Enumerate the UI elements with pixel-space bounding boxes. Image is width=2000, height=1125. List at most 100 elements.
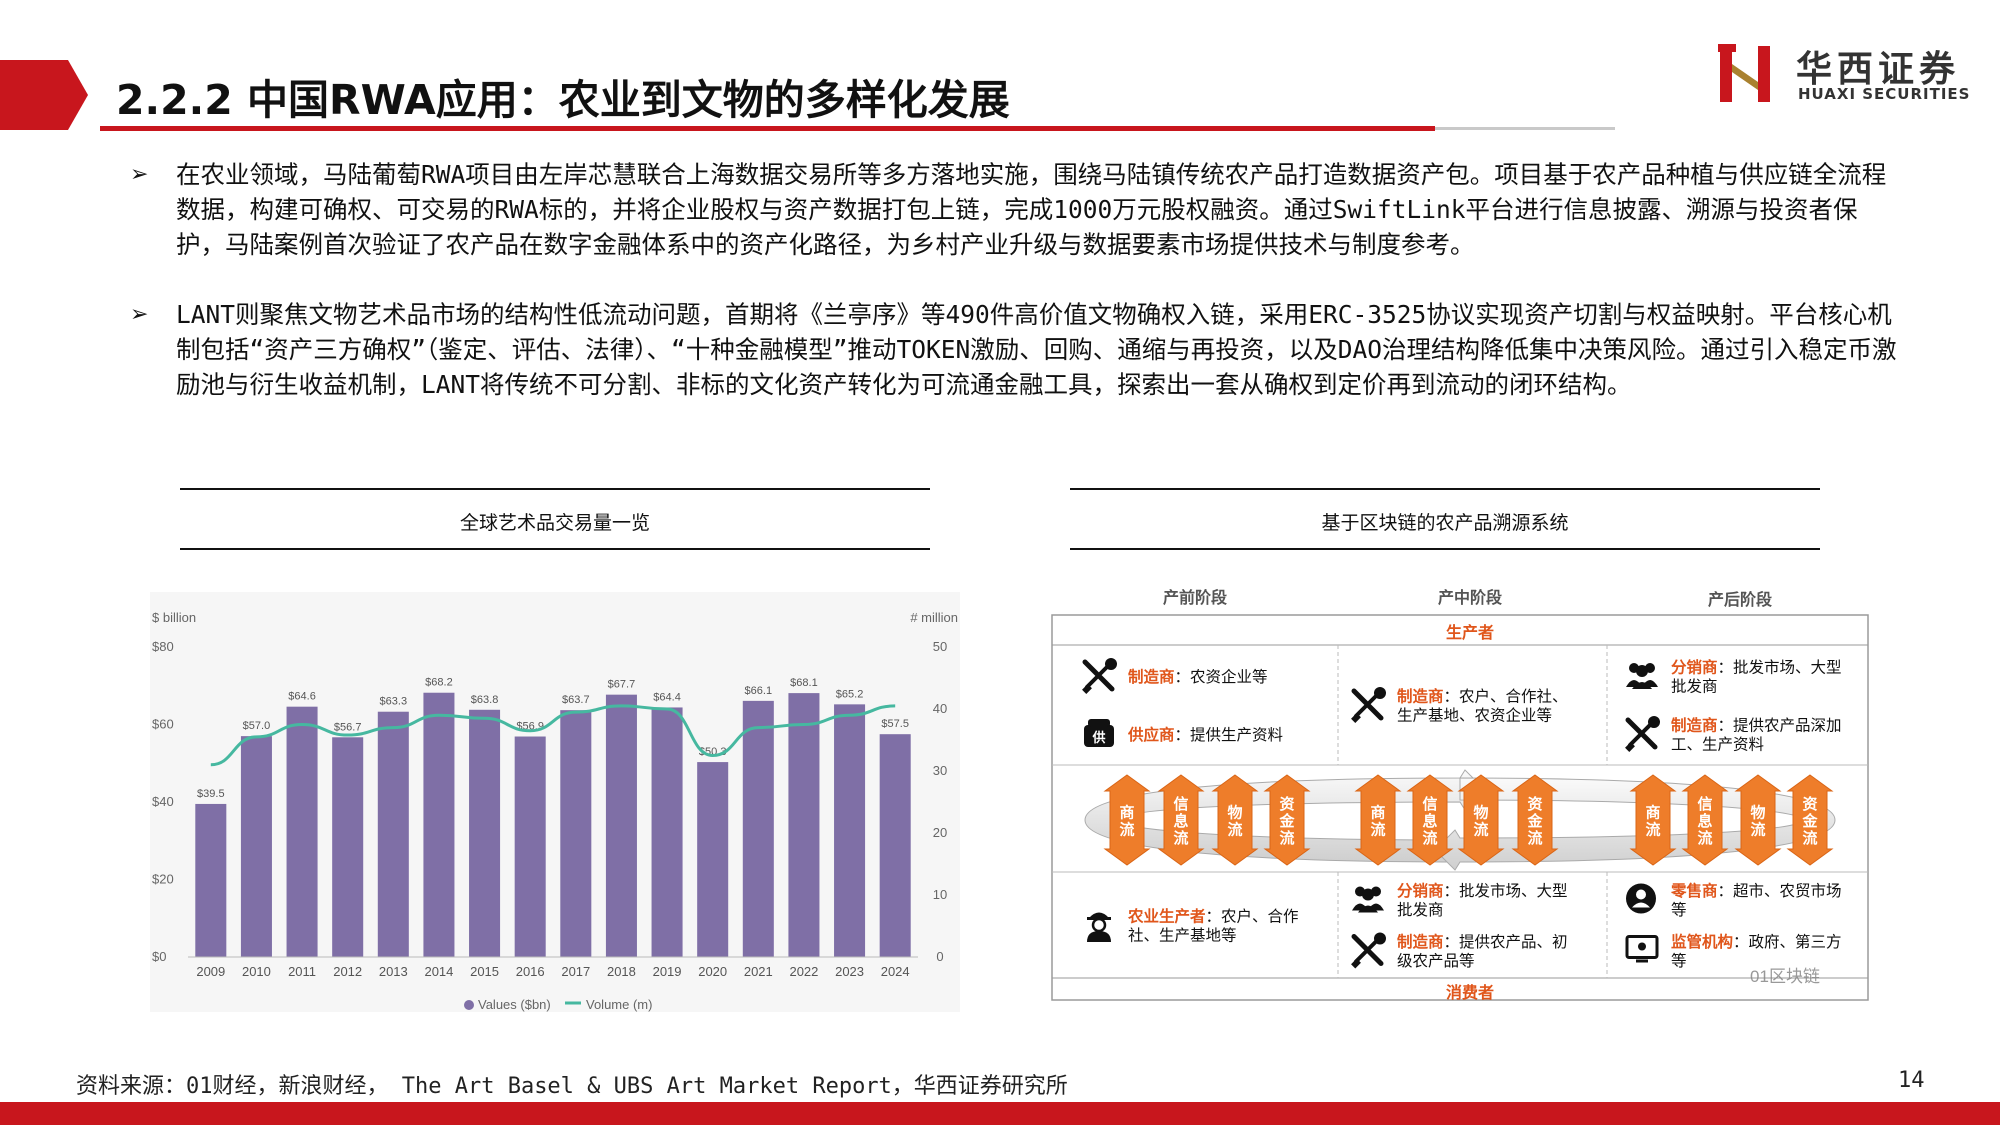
wechat-watermark: 01区块链	[1750, 967, 1820, 986]
flow-arrow: 商流	[1103, 774, 1151, 866]
role-text: 监管机构：政府、第三方	[1671, 932, 1842, 951]
x-tick-label: 2015	[470, 964, 499, 979]
page-title: 2.2.2 中国RWA应用：农业到文物的多样化发展	[116, 76, 1010, 124]
flow-label-char: 流	[1473, 821, 1488, 839]
right-panel-caption: 基于区块链的农产品溯源系统	[1321, 512, 1569, 534]
role-entry: 供 供应商：提供生产资料	[1084, 719, 1283, 747]
bar-2014	[423, 692, 455, 957]
left-panel-caption: 全球艺术品交易量一览	[459, 512, 650, 534]
bar-2011	[286, 706, 318, 957]
flow-arrow: 信息流	[1157, 774, 1205, 866]
bar-2015	[469, 709, 501, 957]
supply-icon: 供	[1084, 719, 1114, 747]
bar-value-label: $67.7	[608, 679, 636, 691]
y-right-tick-label: 40	[933, 701, 947, 716]
y-left-tick-label: $0	[152, 949, 166, 964]
bar-value-label: $63.8	[471, 694, 499, 706]
bar-value-label: $39.5	[197, 788, 225, 800]
flow-arrow: 资金流	[1263, 774, 1311, 866]
x-tick-label: 2019	[653, 964, 682, 979]
chart-legend: Values ($bn) Volume (m)	[464, 997, 652, 1012]
flow-label-char: 流	[1227, 821, 1242, 839]
flow-arrow: 信息流	[1681, 774, 1729, 866]
flow-label-char: 金	[1278, 812, 1295, 830]
flow-label-char: 流	[1750, 821, 1765, 839]
flow-label-char: 商	[1119, 804, 1134, 822]
role-text: 制造商：提供农产品、初	[1397, 932, 1568, 951]
x-tick-label: 2013	[379, 964, 408, 979]
bar-2017	[560, 710, 592, 957]
role-text: 批发商	[1397, 901, 1444, 919]
role-text: 等	[1671, 952, 1687, 970]
role-text: 等	[1671, 901, 1687, 919]
group-icon	[1626, 663, 1658, 689]
bar-value-label: $64.6	[288, 691, 316, 703]
role-name: 零售商	[1670, 881, 1718, 900]
role-name: 制造商	[1128, 667, 1175, 686]
bullet-lant: ➢ LANT则聚焦文物艺术品市场的结构性低流动问题，首期将《兰亭序》等490件高…	[130, 297, 1900, 402]
source-note: 资料来源：01财经，新浪财经， The Art Basel & UBS Art …	[76, 1074, 1068, 1099]
flow-label-char: 流	[1173, 829, 1188, 847]
role-entry: 制造商：农户、合作社、生产基地、农资企业等	[1351, 687, 1568, 725]
role-text: 分销商：批发市场、大型	[1671, 658, 1842, 677]
bullet-text: 在农业领域，马陆葡萄RWA项目由左岸芯慧联合上海数据交易所等多方落地实施，围绕马…	[176, 160, 1887, 259]
y-right-tick-label: 0	[936, 949, 943, 964]
tools-icon	[1351, 932, 1386, 969]
bar-2021	[742, 700, 774, 957]
role-text: 分销商：批发市场、大型	[1397, 881, 1568, 900]
y-right-tick-label: 20	[933, 825, 947, 840]
flow-arrow: 信息流	[1406, 774, 1454, 866]
x-tick-label: 2012	[333, 964, 362, 979]
bar-2013	[377, 711, 409, 957]
role-desc: ：政府、第三方	[1733, 933, 1842, 951]
bar-2022	[788, 693, 820, 957]
flow-label-char: 金	[1801, 812, 1818, 830]
tools-icon	[1351, 687, 1386, 723]
role-name: 制造商	[1397, 932, 1444, 951]
bar-value-label: $56.7	[334, 721, 362, 733]
bar-2024	[879, 734, 911, 957]
flow-arrow: 资金流	[1511, 774, 1559, 866]
footer-bar	[0, 1102, 2000, 1125]
monitor-icon	[1625, 935, 1659, 963]
role-text: 制造商：农户、合作社、	[1397, 687, 1568, 706]
flow-arrow: 资金流	[1786, 774, 1834, 866]
x-tick-label: 2016	[516, 964, 545, 979]
role-text: 制造商：提供农产品深加	[1671, 716, 1842, 735]
flow-arrow: 商流	[1629, 774, 1677, 866]
chart-background	[150, 592, 960, 1012]
flow-label-char: 流	[1370, 821, 1385, 839]
role-text: 农业生产者：农户、合作	[1127, 907, 1299, 926]
flow-label-char: 流	[1802, 829, 1817, 847]
flow-label-char: 商	[1645, 804, 1660, 822]
bar-value-label: $57.0	[243, 720, 271, 732]
stage-mid: 产中阶段	[1438, 588, 1503, 607]
x-tick-label: 2023	[835, 964, 864, 979]
role-desc: ：批发市场、大型	[1444, 882, 1568, 900]
role-text: 制造商：农资企业等	[1128, 667, 1268, 686]
role-text: 生产基地、农资企业等	[1397, 707, 1552, 725]
role-text: 级农产品等	[1397, 952, 1475, 970]
x-tick-label: 2022	[789, 964, 818, 979]
x-tick-label: 2020	[698, 964, 727, 979]
worker-icon	[1087, 912, 1111, 942]
bullet-agriculture: ➢ 在农业领域，马陆葡萄RWA项目由左岸芯慧联合上海数据交易所等多方落地实施，围…	[130, 157, 1900, 262]
flow-arrow: 物流	[1457, 774, 1505, 866]
flow-arrow: 商流	[1354, 774, 1402, 866]
role-desc: ：农户、合作	[1206, 908, 1299, 926]
flow-label-char: 商	[1370, 804, 1385, 822]
x-tick-label: 2021	[744, 964, 773, 979]
y-right-tick-label: 10	[933, 887, 947, 902]
role-text: 供应商：提供生产资料	[1127, 725, 1283, 744]
flow-label-char: 流	[1645, 821, 1660, 839]
x-tick-label: 2009	[196, 964, 225, 979]
logo-chinese-name: 华西证券	[1796, 49, 1961, 90]
flow-arrow: 物流	[1211, 774, 1259, 866]
bar-2018	[605, 694, 637, 957]
flow-label-char: 信	[1422, 795, 1437, 813]
role-desc: ：提供农产品深加	[1718, 717, 1842, 735]
role-text: 批发商	[1671, 678, 1718, 696]
flow-label-char: 息	[1173, 812, 1188, 830]
